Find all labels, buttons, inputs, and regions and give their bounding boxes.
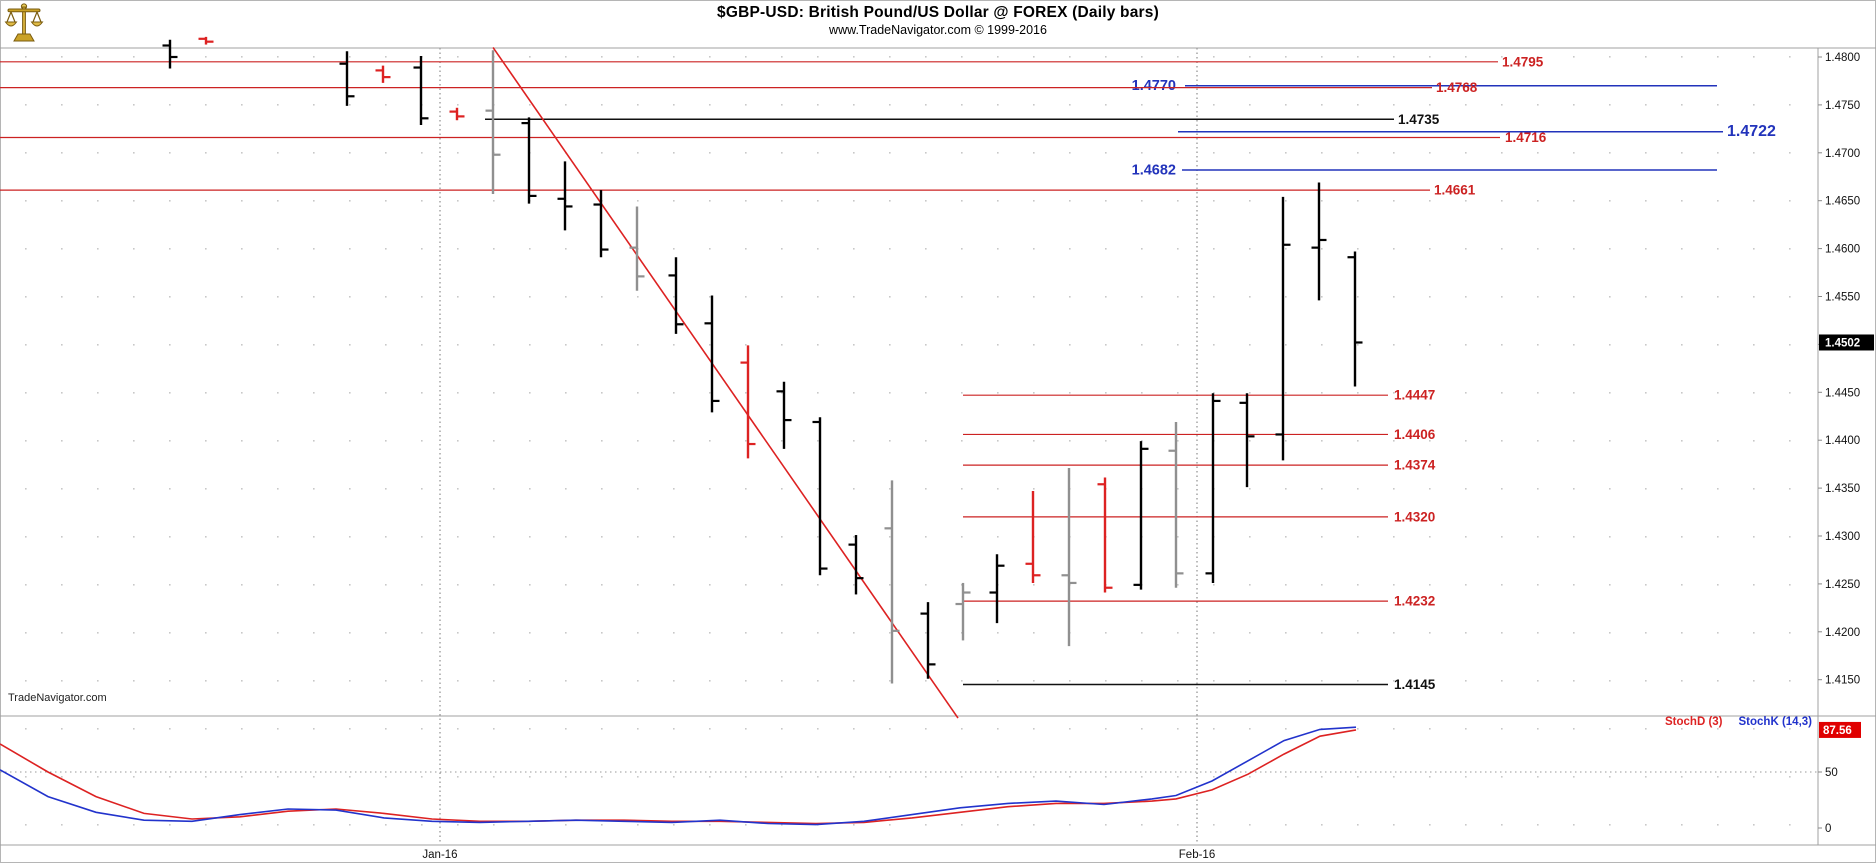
price-bar	[629, 206, 645, 291]
y-tick-label: 1.4150	[1825, 675, 1860, 687]
level-label-1.4661: 1.4661	[1434, 183, 1476, 198]
price-bar	[521, 117, 537, 204]
level-label-1.4320: 1.4320	[1394, 509, 1435, 524]
level-label-1.4716: 1.4716	[1505, 130, 1547, 145]
stoch-legend: StochD (3) StochK (14,3)	[1665, 716, 1812, 728]
y-tick-label: 1.4650	[1825, 196, 1860, 208]
price-bar	[740, 345, 756, 459]
price-bar	[449, 107, 465, 121]
y-tick-label: 1.4550	[1825, 292, 1860, 304]
price-bar	[1168, 421, 1184, 588]
price-bar	[485, 50, 501, 194]
stoch-k-legend-item[interactable]: StochK (14,3)	[1738, 716, 1813, 728]
stoch-value-box	[1819, 721, 1861, 738]
price-bar	[920, 602, 936, 679]
price-bar	[848, 535, 864, 595]
price-bar	[1025, 490, 1041, 583]
chart-watermark: TradeNavigator.com	[8, 692, 107, 704]
stoch-grid	[0, 718, 1818, 845]
level-label-1.4447: 1.4447	[1394, 388, 1435, 403]
price-bar	[668, 257, 684, 334]
level-label-1.4722: 1.4722	[1727, 123, 1776, 140]
price-bar	[1061, 467, 1077, 647]
level-label-1.4735: 1.4735	[1398, 112, 1440, 127]
price-bar	[1347, 251, 1363, 387]
downtrend-line	[492, 46, 959, 719]
price-bar	[955, 582, 971, 641]
y-tick-label: 1.4300	[1825, 531, 1860, 543]
scales-icon	[4, 3, 44, 42]
y-tick-label: 1.4400	[1825, 435, 1860, 447]
price-bar	[593, 190, 609, 258]
trade-navigator-logo-icon[interactable]	[4, 2, 44, 44]
price-bar	[557, 161, 573, 231]
y-tick-label: 1.4750	[1825, 100, 1860, 112]
price-bar	[1205, 393, 1221, 583]
current-price-label: 1.4502	[1825, 337, 1860, 349]
stoch-k-line	[0, 726, 1357, 826]
level-label-1.4232: 1.4232	[1394, 594, 1435, 609]
level-label-1.4374: 1.4374	[1394, 458, 1436, 473]
price-bar	[1133, 441, 1149, 590]
price-grid	[0, 48, 1818, 716]
y-tick-label: 1.4200	[1825, 627, 1860, 639]
price-bar	[1097, 477, 1113, 593]
price-bar	[1311, 182, 1327, 301]
level-label-1.4770: 1.4770	[1132, 78, 1176, 94]
x-axis-label: Jan-16	[422, 849, 457, 861]
price-bar	[1239, 393, 1255, 488]
price-bar	[776, 381, 792, 449]
level-label-1.4145: 1.4145	[1394, 677, 1436, 692]
price-bar	[704, 295, 720, 413]
price-bar	[339, 51, 355, 106]
y-tick-label: 1.4600	[1825, 244, 1860, 256]
y-tick-label: 1.4700	[1825, 148, 1860, 160]
stoch-tick-label: 0	[1825, 823, 1831, 835]
y-tick-label: 1.4800	[1825, 52, 1860, 64]
level-label-1.4406: 1.4406	[1394, 427, 1436, 442]
level-label-1.4795: 1.4795	[1502, 54, 1544, 69]
y-tick-label: 1.4350	[1825, 483, 1860, 495]
x-axis-label: Feb-16	[1179, 849, 1215, 861]
stoch-tick-label: 50	[1825, 767, 1838, 779]
price-bar	[1275, 196, 1291, 461]
current-price-box	[1819, 334, 1874, 351]
price-bar	[884, 480, 900, 684]
price-bar	[198, 36, 214, 45]
stoch-d-legend-item[interactable]: StochD (3)	[1665, 716, 1723, 728]
y-tick-label: 1.4250	[1825, 579, 1860, 591]
stoch-value-label: 87.56	[1823, 725, 1852, 737]
stoch-d-line	[0, 729, 1357, 825]
price-bar	[162, 39, 178, 69]
price-bar	[413, 56, 429, 126]
price-bar	[375, 65, 391, 83]
level-label-1.4768: 1.4768	[1436, 80, 1478, 95]
y-tick-label: 1.4450	[1825, 387, 1860, 399]
level-label-1.4682: 1.4682	[1132, 163, 1176, 179]
price-bar	[812, 417, 828, 576]
price-bar	[989, 554, 1005, 624]
